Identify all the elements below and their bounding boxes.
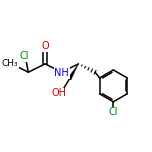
Text: Cl: Cl: [20, 51, 29, 61]
Text: CH₃: CH₃: [2, 59, 19, 68]
Text: O: O: [41, 41, 49, 51]
Text: Cl: Cl: [109, 107, 118, 117]
Text: OH: OH: [52, 88, 67, 98]
Text: NH: NH: [54, 68, 69, 78]
Polygon shape: [68, 64, 78, 80]
